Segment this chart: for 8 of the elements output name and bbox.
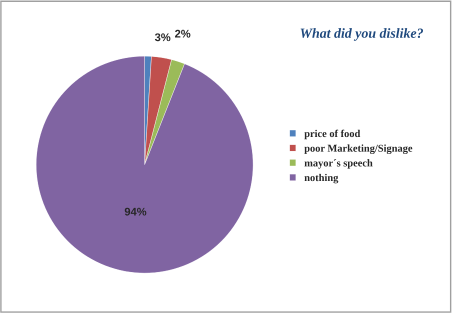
data-label: 94% <box>124 208 146 216</box>
chart-title: What did you dislike? <box>300 28 424 41</box>
data-label: 3% <box>154 33 170 42</box>
data-label: 2% <box>175 30 190 38</box>
legend-label: nothing <box>304 174 338 184</box>
legend-label: price of food <box>304 130 360 140</box>
legend-label: poor Marketing/Signage <box>304 144 412 154</box>
legend-label: mayor´s speech <box>304 159 373 169</box>
